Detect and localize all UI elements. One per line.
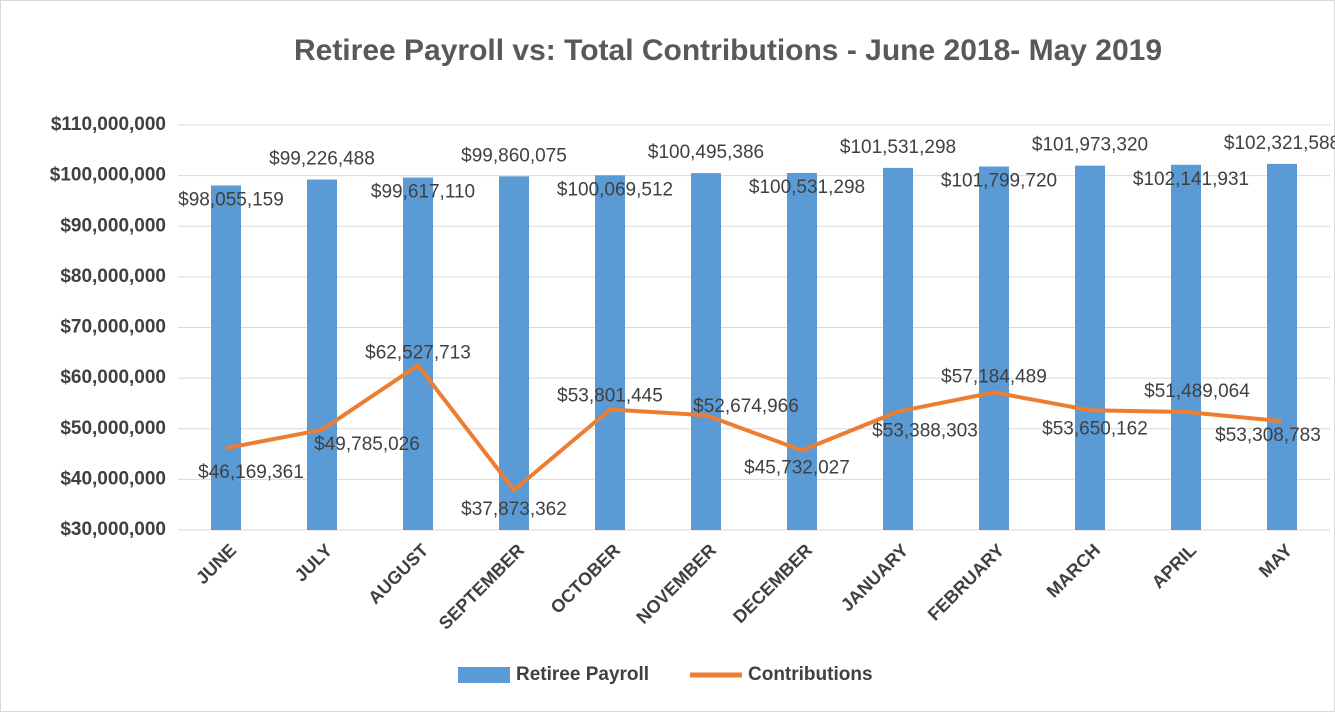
- y-tick-label: $30,000,000: [60, 519, 166, 540]
- data-label: $52,674,966: [693, 396, 799, 417]
- data-label: $99,226,488: [269, 149, 375, 170]
- data-label: $99,860,075: [461, 145, 567, 166]
- data-label: $53,388,303: [872, 421, 978, 442]
- y-tick-label: $50,000,000: [60, 418, 166, 439]
- legend-label: Contributions: [748, 664, 873, 685]
- y-tick-label: $100,000,000: [50, 165, 166, 186]
- legend-label: Retiree Payroll: [516, 664, 649, 685]
- data-label: $101,531,298: [840, 137, 956, 158]
- bar: [787, 172, 817, 530]
- data-label: $100,495,386: [648, 142, 764, 163]
- chart-title: Retiree Payroll vs: Total Contributions …: [294, 34, 1162, 67]
- y-tick-label: $40,000,000: [60, 468, 166, 489]
- data-label: $53,801,445: [557, 386, 663, 407]
- y-tick-label: $80,000,000: [60, 266, 166, 287]
- bar: [883, 167, 913, 530]
- data-label: $51,489,064: [1144, 381, 1250, 402]
- data-label: $101,973,320: [1032, 135, 1148, 156]
- bar: [595, 175, 625, 530]
- bar: [1075, 165, 1105, 530]
- data-label: $46,169,361: [198, 462, 304, 483]
- bar: [979, 166, 1009, 530]
- bar: [691, 173, 721, 530]
- data-label: $49,785,026: [314, 434, 420, 455]
- data-label: $101,799,720: [941, 171, 1057, 192]
- bar: [1171, 164, 1201, 530]
- bar: [499, 176, 529, 530]
- legend-swatch: [458, 667, 510, 683]
- bar: [1267, 163, 1297, 531]
- bar: [307, 179, 337, 531]
- bar: [403, 177, 433, 530]
- data-label: $102,141,931: [1133, 169, 1249, 190]
- data-label: $100,531,298: [749, 177, 865, 198]
- data-label: $100,069,512: [557, 179, 673, 200]
- data-label: $57,184,489: [941, 366, 1047, 387]
- line: [225, 363, 1283, 493]
- data-label: $37,873,362: [461, 499, 567, 520]
- y-tick-label: $70,000,000: [60, 317, 166, 338]
- data-label: $102,321,588: [1224, 133, 1335, 154]
- data-label: $53,308,783: [1215, 425, 1321, 446]
- y-tick-label: $90,000,000: [60, 215, 166, 236]
- y-tick-label: $60,000,000: [60, 367, 166, 388]
- data-label: $45,732,027: [744, 457, 850, 478]
- y-tick-label: $110,000,000: [51, 114, 166, 135]
- data-label: $98,055,159: [178, 189, 284, 210]
- data-label: $53,650,162: [1042, 418, 1148, 439]
- data-label: $99,617,110: [371, 182, 475, 203]
- data-label: $62,527,713: [365, 342, 471, 363]
- bar: [211, 185, 241, 530]
